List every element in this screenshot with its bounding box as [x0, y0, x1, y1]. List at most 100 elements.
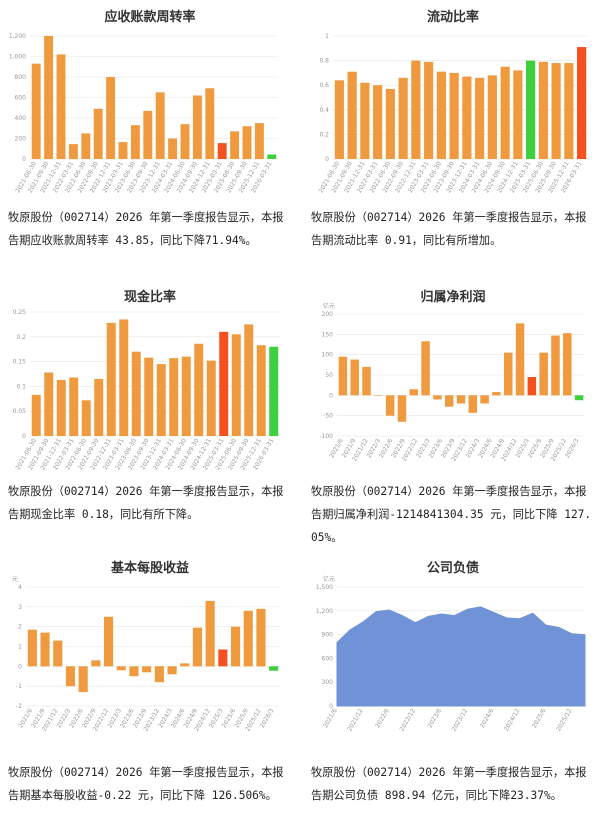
bar — [206, 360, 216, 436]
x-tick-label: 2023/12 — [451, 707, 470, 732]
bar — [180, 124, 190, 159]
bar — [564, 63, 574, 160]
bar — [81, 400, 91, 436]
bar — [475, 77, 485, 159]
y-tick-label: 0 — [22, 433, 26, 440]
y-tick-label: 0 — [18, 663, 22, 670]
y-tick-label: 200 — [322, 311, 334, 318]
x-tick-label: 2025/6 — [531, 707, 548, 729]
net-profit-panel: 归属净利润 亿元 -100 -50 0 50 100 150 200 2021/6 2021/9 2… — [303, 280, 603, 560]
eps-chart: 元-2-1012342021/62021/92021/122022/32022/… — [12, 576, 280, 733]
chart-title: 归属净利润 — [420, 290, 486, 305]
bar — [205, 88, 215, 159]
x-tick-label: 2024/12 — [503, 707, 522, 732]
bar — [31, 394, 41, 436]
bar — [385, 88, 395, 159]
y-tick-label: 600 — [322, 655, 334, 662]
bar — [44, 372, 54, 436]
y-tick-label: 900 — [322, 632, 334, 639]
bar — [218, 649, 228, 667]
y-tick-label: -2 — [16, 703, 22, 710]
bar — [526, 60, 536, 159]
bar — [397, 395, 407, 422]
bar — [267, 154, 277, 159]
bar — [374, 395, 383, 396]
liabilities-chart: 亿元 0 300 600 900 1,200 1,500 2021/6 2021/12 2022/… — [316, 575, 586, 733]
net-profit-chart: 亿元-100-500501001502002021/62021/92021/12… — [319, 302, 585, 463]
y-tick-label: 1 — [18, 644, 22, 651]
bar — [169, 358, 179, 436]
bar — [94, 378, 104, 436]
cash-ratio-chart: 00.050.10.150.20.252021-06-302021-09-302… — [13, 309, 280, 471]
bar — [360, 82, 370, 159]
bar — [118, 142, 128, 159]
bar — [347, 71, 357, 159]
y-tick-label: 4 — [18, 584, 22, 591]
unit-label: 元 — [12, 576, 18, 583]
y-tick-label: 0.4 — [319, 107, 329, 114]
bar — [487, 75, 497, 159]
bar — [93, 108, 103, 159]
chart-title: 流动比率 — [426, 10, 479, 25]
bar — [350, 359, 359, 396]
bar — [129, 666, 139, 677]
bar — [106, 77, 116, 159]
bar — [56, 379, 66, 436]
bar — [143, 110, 153, 159]
cash-ratio-panel: 现金比率 0 0.05 0.1 0.15 0.2 0.25 2021-06-30 2021-0… — [0, 280, 300, 560]
bar — [334, 80, 344, 159]
bar — [91, 660, 101, 667]
bar — [398, 77, 408, 159]
y-tick-label: 0 — [22, 156, 26, 163]
bar — [362, 366, 371, 396]
y-tick-label: 2 — [18, 624, 22, 631]
chart-title: 现金比率 — [123, 290, 176, 305]
bar — [551, 63, 561, 160]
y-tick-label: 1,200 — [9, 33, 26, 40]
current-ratio-panel: 流动比率 0 0.2 0.4 0.6 0.8 1 2021-06-30 2021-09-30 2… — [303, 0, 603, 280]
bar — [424, 61, 434, 159]
bar — [69, 377, 79, 436]
bar — [411, 60, 421, 159]
bar — [56, 54, 66, 160]
y-tick-label: 3 — [18, 604, 22, 611]
bar — [409, 389, 419, 396]
eps-caption: 牧原股份（002714）2026 年第一季度报告显示，本报告期基本每股收益-0.… — [8, 766, 284, 802]
bar — [563, 333, 572, 396]
y-tick-label: 0.2 — [16, 334, 26, 341]
bar — [500, 66, 510, 159]
y-tick-label: 0.05 — [13, 408, 27, 415]
bar — [256, 608, 266, 667]
bar — [539, 352, 548, 396]
bar — [144, 357, 154, 436]
bar — [385, 395, 395, 416]
bar — [44, 36, 54, 159]
area-series — [336, 606, 586, 707]
bar — [167, 666, 177, 675]
cash-ratio-caption: 牧原股份（002714）2026 年第一季度报告显示，本报告期现金比率 0.18… — [8, 485, 284, 521]
bar — [513, 70, 523, 159]
bar — [242, 126, 252, 159]
y-tick-label: 400 — [15, 115, 27, 122]
y-tick-label: 300 — [322, 679, 334, 686]
y-tick-label: 100 — [322, 352, 334, 359]
liabilities-caption: 牧原股份（002714）2026 年第一季度报告显示，本报告期公司负债 898.… — [311, 766, 587, 802]
bar — [551, 335, 560, 396]
bar — [230, 626, 241, 667]
chart-title: 基本每股收益 — [110, 561, 189, 576]
x-tick-label: 2024/6 — [479, 707, 496, 729]
bar — [65, 666, 76, 687]
bar — [254, 123, 264, 159]
bar — [492, 392, 501, 396]
bar — [456, 395, 466, 404]
unit-label: 亿元 — [323, 302, 335, 310]
bar — [480, 395, 489, 404]
bar — [217, 143, 227, 159]
bar — [468, 395, 478, 413]
bar — [103, 616, 114, 667]
bar — [131, 351, 141, 436]
x-tick-label: 2022/6 — [374, 707, 391, 729]
bar — [181, 356, 191, 436]
y-tick-label: -100 — [319, 433, 333, 440]
